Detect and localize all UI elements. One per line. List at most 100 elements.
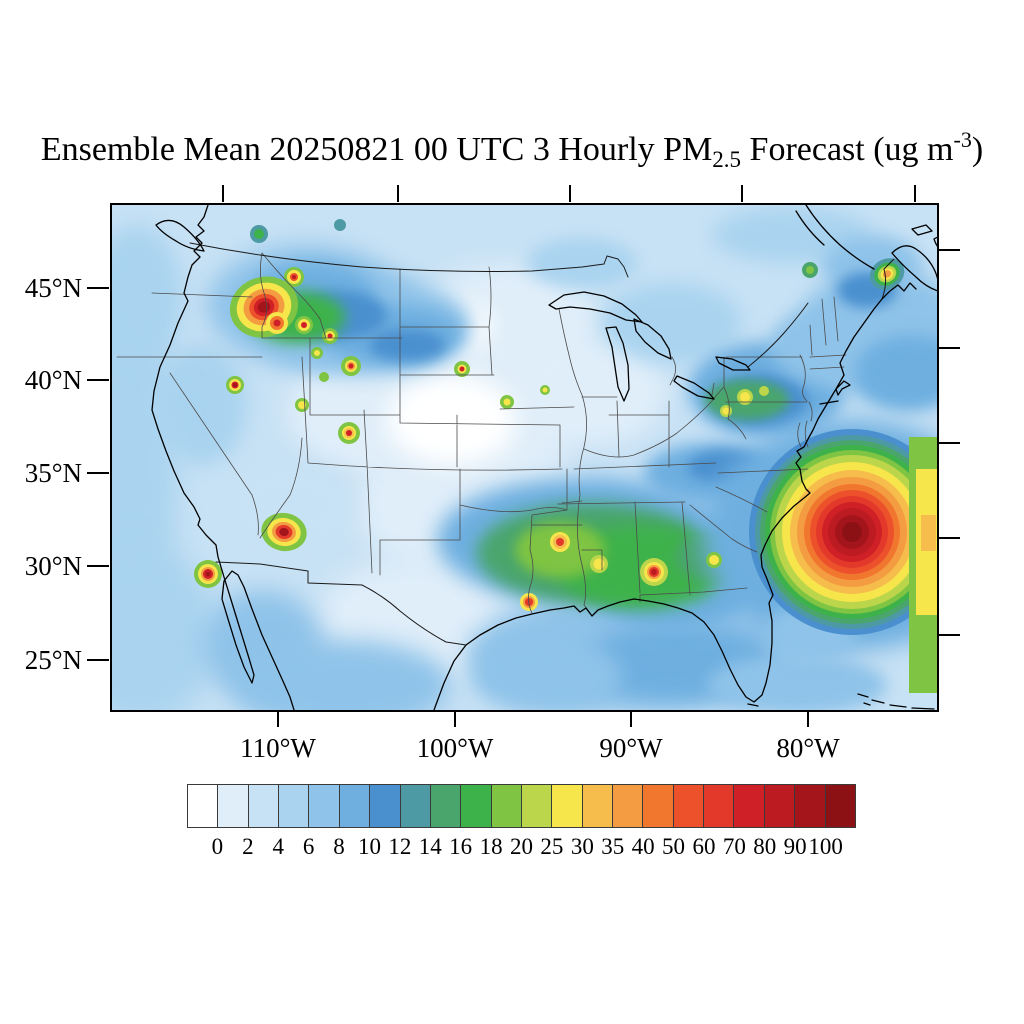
y-axis-tick [87, 565, 109, 567]
colorbar-cell [581, 784, 614, 828]
colorbar-tick-label: 90 [783, 834, 807, 859]
x-tick-label: 90°W [599, 733, 663, 763]
contour-patch [517, 335, 667, 445]
mississippi-spot [590, 555, 608, 573]
colorbar-tick-label: 30 [570, 834, 594, 859]
y-axis-tick [87, 379, 109, 381]
colorbar-cell [429, 784, 462, 828]
colorbar-cell [308, 784, 340, 828]
montana-spot-3 [454, 361, 470, 377]
coastline [151, 205, 937, 710]
y-axis-tick [87, 659, 109, 661]
idaho-east-spot [295, 316, 313, 334]
atlantic-smoke-plume [749, 429, 937, 635]
right-axis-tick [938, 442, 960, 444]
x-axis-tick [807, 710, 809, 727]
contour-patch [112, 225, 182, 365]
colorado-spot [338, 422, 360, 444]
contour-patch [855, 335, 937, 411]
socal-spot [194, 560, 222, 588]
colorbar-cell [672, 784, 705, 828]
nebraska-dot-2 [540, 385, 550, 395]
pennsylvania-spot-3 [759, 386, 769, 396]
colorbar-cell [369, 784, 401, 828]
colorbar-cell [520, 784, 553, 828]
arizona-spot [261, 512, 307, 552]
colorbar-tick-label: 16 [449, 834, 473, 859]
colorbar-cell [217, 784, 249, 828]
x-axis-tick [277, 710, 279, 727]
colorbar-tick-label: 12 [388, 834, 412, 859]
right-axis-tick [938, 347, 960, 349]
north-louisiana-spot [550, 532, 570, 552]
contour-patch [602, 283, 742, 363]
title-text: Ensemble Mean 20250821 00 UTC 3 Hourly P… [40, 131, 713, 168]
contour-patch [232, 465, 352, 545]
x-axis-tick [454, 710, 456, 727]
contour-patch [707, 655, 887, 710]
wyoming-dot-2 [319, 372, 329, 382]
top-axis-tick [222, 185, 224, 202]
y-tick-label: 45°N [24, 273, 82, 303]
colorbar-cell [187, 784, 219, 828]
y-tick-label: 35°N [24, 458, 82, 488]
georgia-spot [706, 552, 722, 568]
right-axis-tick [938, 537, 960, 539]
colorbar-cell [794, 784, 826, 828]
vermont-spot [802, 262, 818, 278]
colorbar-cell [399, 784, 431, 828]
idaho-fire-arm [266, 312, 288, 334]
colorbar-cell [642, 784, 674, 828]
y-tick-label: 30°N [24, 551, 82, 581]
top-axis-tick [914, 185, 916, 202]
colorbar-tick-label: 14 [418, 834, 442, 859]
wyoming-dot-1 [311, 347, 323, 359]
y-axis-tick [87, 287, 109, 289]
map-plot-area [110, 203, 939, 712]
edge-contour-strip [921, 515, 936, 551]
state-borders [116, 252, 847, 614]
x-tick-label: 110°W [240, 733, 316, 763]
x-axis-tick [630, 710, 632, 727]
contour-patch [369, 329, 445, 361]
colorbar-tick-label: 80 [753, 834, 777, 859]
colorbar-cell [551, 784, 583, 828]
colorbar-tick-label: 20 [510, 834, 533, 859]
colorbar-cell [703, 784, 735, 828]
nevada-spot [226, 376, 244, 394]
colorbar-tick-label: 0 [211, 834, 224, 859]
top-axis-tick [397, 185, 399, 202]
title-text-2: Forecast (ug m [741, 131, 954, 168]
colorbar-tick-label: 6 [302, 834, 315, 859]
colorbar-cell [247, 784, 280, 828]
colorbar-tick-label: 35 [601, 834, 625, 859]
x-tick-label: 80°W [776, 733, 840, 763]
colorbar-cell [278, 784, 310, 828]
colorbar-tick-label: 25 [540, 834, 564, 859]
colorbar-cell [733, 784, 765, 828]
y-axis-tick [87, 472, 109, 474]
colorbar-cell [824, 784, 856, 828]
montana-spot-1 [322, 328, 338, 344]
colorbar-cell [763, 784, 796, 828]
pnw-teal-spot-1 [250, 225, 268, 243]
colorbar-cell [490, 784, 522, 828]
idaho-north-spot [284, 267, 304, 287]
colorbar-legend [187, 784, 856, 828]
montana-spot-2 [341, 356, 361, 376]
right-axis-tick [938, 249, 960, 251]
utah-spot [295, 398, 309, 412]
nebraska-dot-1 [500, 395, 514, 409]
alabama-spot [640, 558, 668, 586]
colorbar-cell [338, 784, 371, 828]
contour-patch [112, 545, 217, 710]
x-tick-label: 100°W [416, 733, 494, 763]
colorbar-tick-label: 60 [692, 834, 716, 859]
colorbar-tick-label: 4 [272, 834, 284, 859]
colorbar-tick-label: 40 [631, 834, 655, 859]
colorbar-tick-label: 50 [662, 834, 686, 859]
y-tick-label: 25°N [24, 645, 82, 675]
contour-patch [387, 375, 517, 465]
top-axis-tick [569, 185, 571, 202]
pnw-teal-spot-2 [334, 219, 346, 231]
